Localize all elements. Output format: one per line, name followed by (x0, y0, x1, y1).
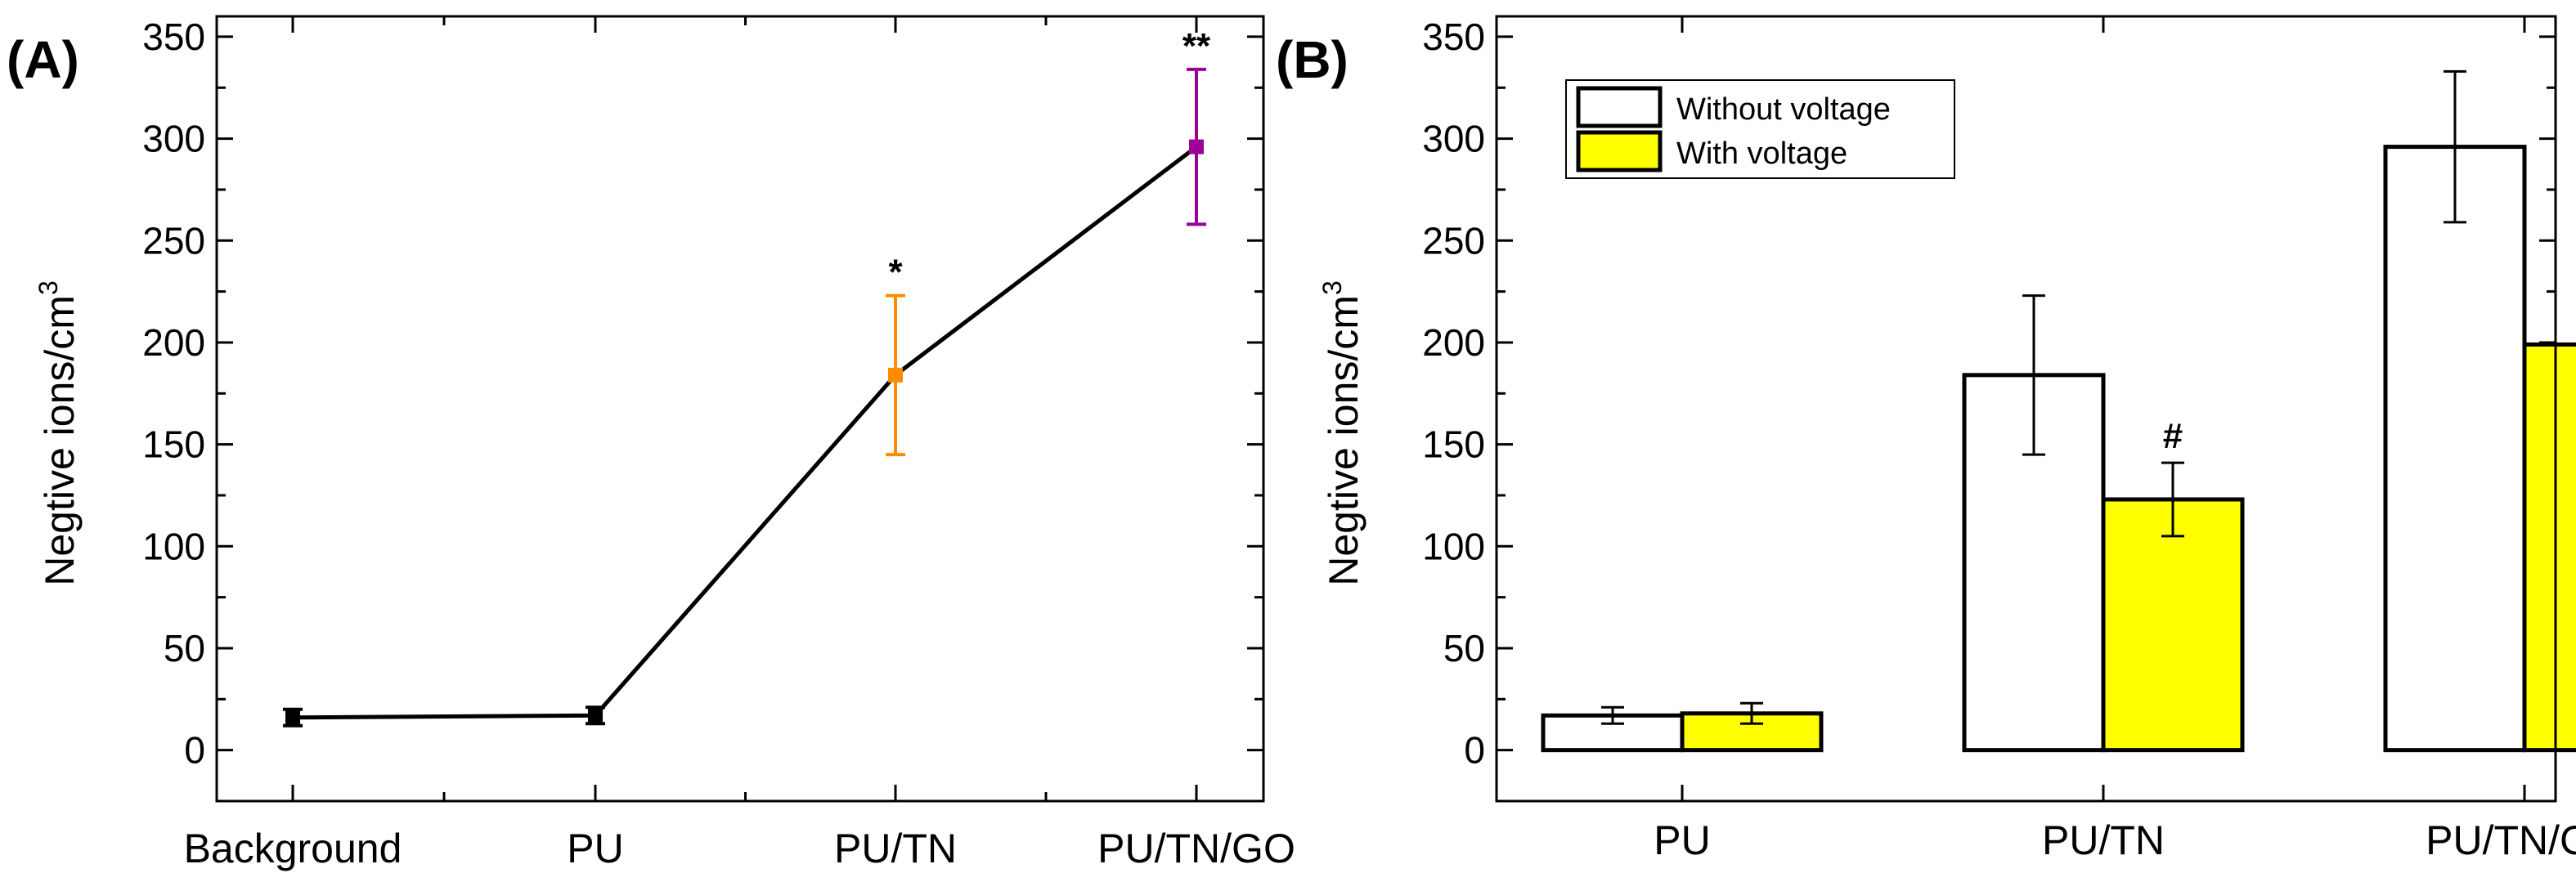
panel-a: (A) Negtive ions/cm3 0 50 100 150 200 250 300 3… (7, 15, 1295, 871)
panel-a-y-ticks: 0 50 100 150 200 250 300 350 (142, 16, 1263, 772)
a-data-point (588, 708, 603, 723)
legend-swatch-without-voltage (1576, 86, 1663, 128)
a-ytick-label: 50 (164, 627, 205, 669)
a-ytick-label: 150 (142, 423, 205, 466)
a-data-point (888, 367, 903, 383)
panel-b-legend: Without voltage With voltage (1565, 79, 1955, 179)
panel-b-frame (1495, 15, 2557, 803)
legend-swatch-with-voltage (1576, 130, 1663, 172)
a-category-label: Background (184, 826, 402, 871)
a-data-point (1189, 139, 1204, 154)
a-ytick-label: 0 (184, 729, 205, 772)
panel-b-ylabel: Negtive ions/cm3 (1317, 280, 1367, 586)
b-ytick-label: 0 (1464, 729, 1485, 772)
b-category-label: PU/TN (2042, 817, 2165, 863)
a-ytick-label: 300 (142, 118, 205, 160)
panel-a-ylabel-sup: 3 (34, 280, 63, 295)
a-significance-mark: * (888, 253, 903, 293)
b-ytick-label: 100 (1422, 525, 1485, 567)
panel-b-y-ticks: 0 50 100 150 200 250 300 350 (1422, 16, 2556, 772)
b-category-label: PU (1654, 817, 1710, 863)
panel-b-ylabel-text: Negtive ions/cm (1321, 295, 1367, 586)
a-ytick-label: 100 (142, 525, 205, 567)
b-ytick-label: 250 (1422, 219, 1485, 262)
b-ytick-label: 350 (1422, 16, 1485, 58)
panel-b-ylabel-sup: 3 (1317, 280, 1347, 295)
panel-a-data: *** (283, 26, 1211, 728)
panel-a-x-ticks: Background PU PU/TN PU/TN/GO (184, 16, 1295, 871)
panel-a-ylabel: Negtive ions/cm3 (34, 280, 83, 586)
b-ytick-label: 300 (1422, 118, 1485, 160)
panel-a-label: (A) (7, 30, 79, 89)
legend-label-with-voltage: With voltage (1676, 137, 1847, 171)
a-ytick-label: 200 (142, 321, 205, 364)
panel-a-frame (215, 15, 1265, 803)
panel-b-label: (B) (1276, 30, 1349, 89)
a-category-label: PU/TN/GO (1097, 826, 1295, 871)
b-ytick-label: 50 (1443, 627, 1485, 669)
b-bar (2522, 342, 2576, 753)
b-bar (2101, 497, 2245, 753)
legend-label-without-voltage: Without voltage (1676, 92, 1891, 127)
panel-b-data: ## (1541, 69, 2576, 753)
b-ytick-label: 200 (1422, 321, 1485, 364)
panel-b-x-ticks: PU PU/TN PU/TN/GO (1654, 16, 2576, 863)
a-series-line (292, 145, 1198, 720)
a-ytick-label: 250 (142, 219, 205, 262)
b-bar (2383, 145, 2527, 753)
a-data-point (285, 710, 300, 725)
a-category-label: PU (567, 826, 623, 871)
b-significance-mark: # (2163, 416, 2183, 456)
a-category-label: PU/TN (834, 826, 957, 871)
a-significance-mark: ** (1183, 26, 1211, 66)
b-ytick-label: 150 (1422, 423, 1485, 466)
panel-b: (B) Negtive ions/cm3 0 50 100 150 200 250 300 3… (1276, 15, 2576, 863)
panel-a-ylabel-text: Negtive ions/cm (37, 295, 83, 586)
a-ytick-label: 350 (142, 16, 205, 58)
b-category-label: PU/TN/GO (2426, 817, 2576, 863)
